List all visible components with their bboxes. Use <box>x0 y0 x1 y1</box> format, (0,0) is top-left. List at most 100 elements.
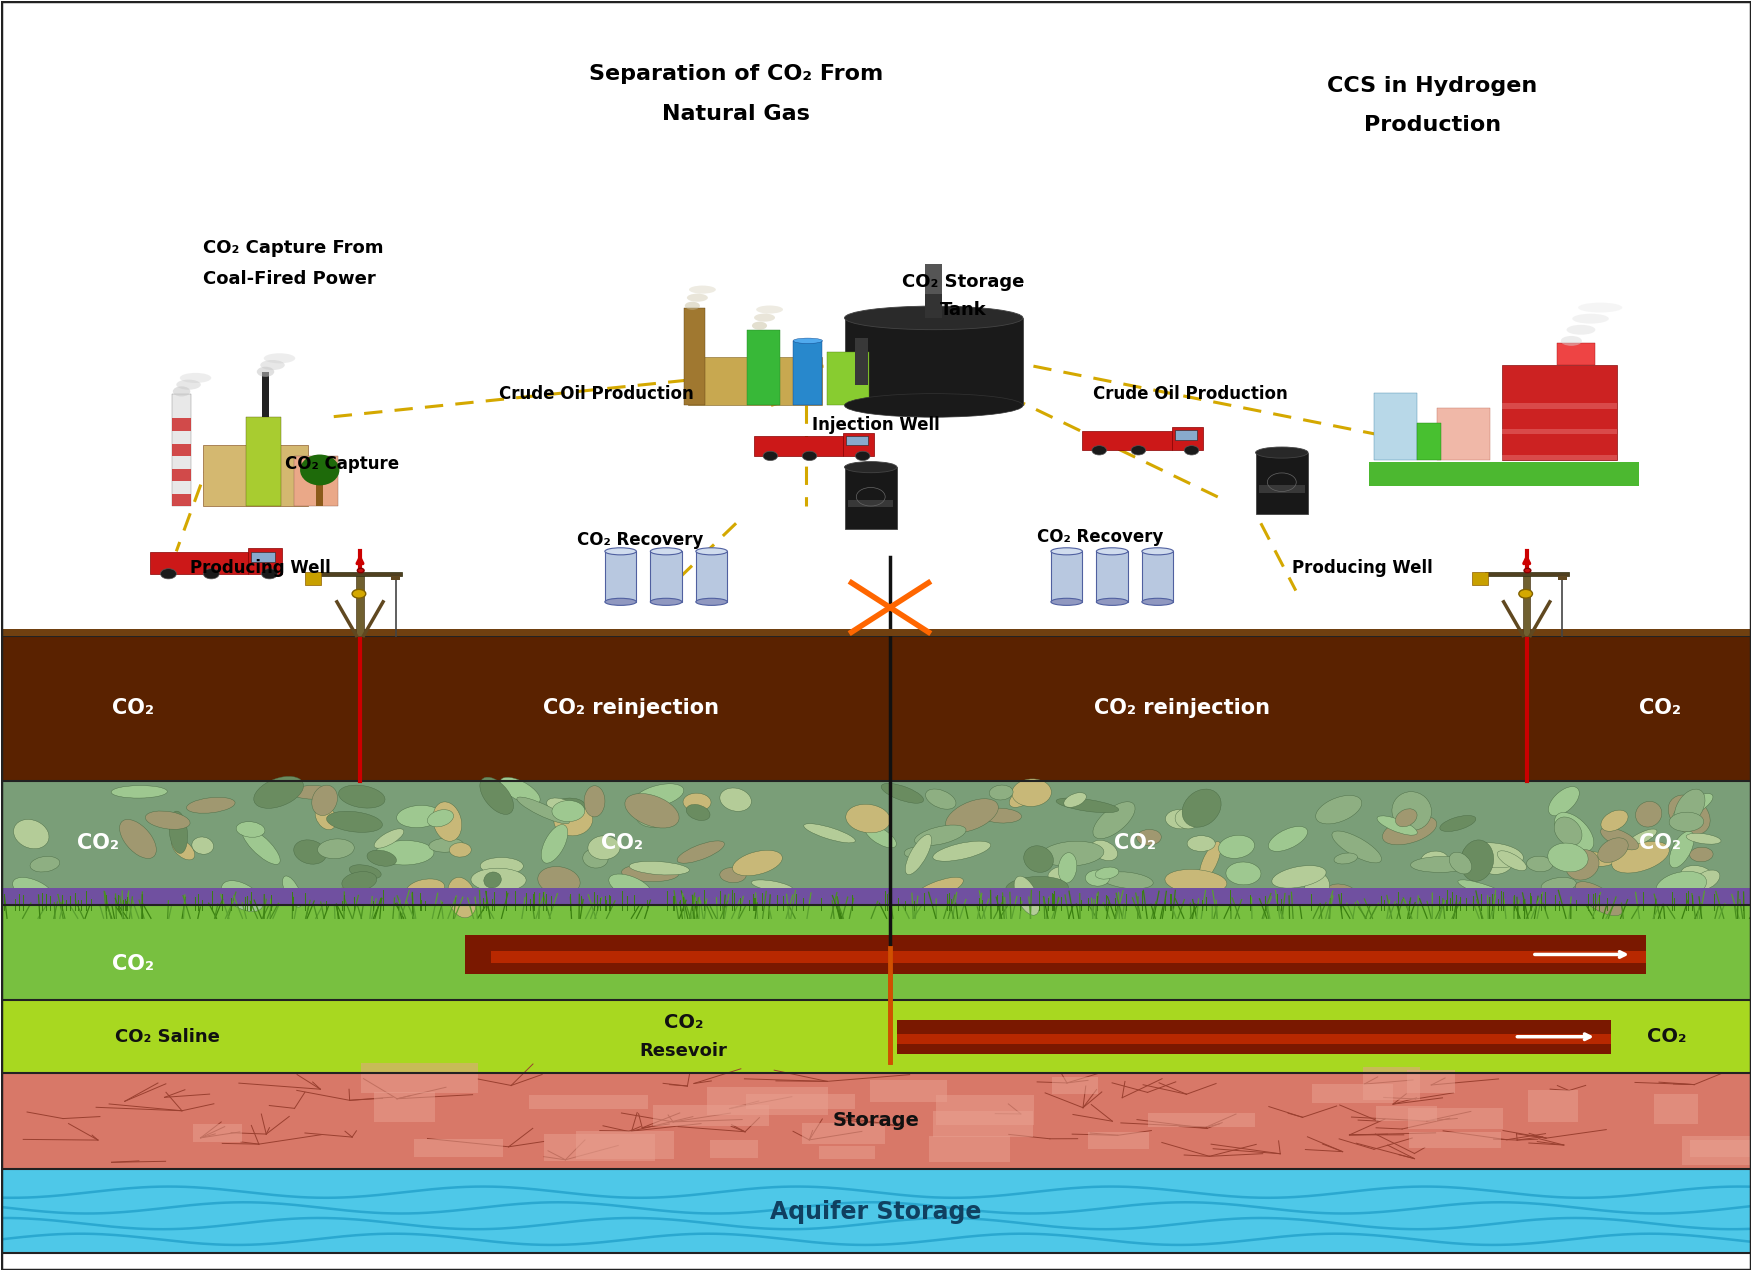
Text: CO₂ Recovery: CO₂ Recovery <box>576 531 703 549</box>
Bar <box>1501 455 1617 460</box>
Bar <box>925 264 943 295</box>
Bar <box>746 330 780 405</box>
Text: CO₂: CO₂ <box>1638 833 1680 853</box>
Ellipse shape <box>352 590 366 599</box>
Ellipse shape <box>254 777 303 808</box>
Ellipse shape <box>650 599 682 605</box>
Ellipse shape <box>1056 798 1120 812</box>
Bar <box>2 782 1750 905</box>
Bar <box>1654 1094 1698 1124</box>
Ellipse shape <box>186 797 235 813</box>
Bar <box>576 1131 675 1159</box>
Ellipse shape <box>844 461 897 473</box>
Ellipse shape <box>447 877 477 918</box>
Ellipse shape <box>261 568 277 578</box>
Bar <box>843 432 874 456</box>
Bar <box>1363 1066 1421 1099</box>
Ellipse shape <box>1391 792 1431 830</box>
Ellipse shape <box>1097 548 1128 555</box>
Ellipse shape <box>317 839 354 859</box>
Bar <box>2 636 1750 782</box>
Bar <box>1051 1077 1099 1094</box>
Bar <box>2 905 1750 1000</box>
Bar <box>305 572 321 585</box>
Ellipse shape <box>1058 853 1077 883</box>
Ellipse shape <box>1009 780 1042 807</box>
Bar <box>1472 572 1487 585</box>
Ellipse shape <box>1063 793 1086 807</box>
Ellipse shape <box>1326 885 1356 900</box>
Bar <box>802 1124 885 1144</box>
Ellipse shape <box>1601 827 1638 850</box>
Ellipse shape <box>1566 849 1600 880</box>
Text: Aquifer Storage: Aquifer Storage <box>771 1200 981 1224</box>
Ellipse shape <box>1142 548 1174 555</box>
Text: CO₂: CO₂ <box>1638 699 1680 718</box>
Ellipse shape <box>173 386 191 397</box>
Ellipse shape <box>375 840 434 866</box>
Ellipse shape <box>282 876 301 907</box>
Bar <box>1172 427 1204 450</box>
Ellipse shape <box>1041 841 1104 867</box>
Ellipse shape <box>30 857 60 872</box>
Ellipse shape <box>622 864 680 882</box>
Bar <box>1407 1070 1456 1093</box>
Bar <box>710 1140 759 1158</box>
Ellipse shape <box>1677 801 1703 816</box>
Bar <box>1528 1089 1577 1122</box>
Bar <box>361 1063 478 1093</box>
Ellipse shape <box>689 286 717 294</box>
Ellipse shape <box>1332 831 1382 863</box>
Text: CO₂: CO₂ <box>1114 833 1156 853</box>
Bar <box>1260 486 1305 493</box>
Ellipse shape <box>1463 843 1522 868</box>
Bar <box>696 552 727 602</box>
Ellipse shape <box>499 778 540 805</box>
Bar <box>356 574 364 636</box>
Text: CO₂ reinjection: CO₂ reinjection <box>1093 699 1270 718</box>
Bar <box>247 417 282 506</box>
Ellipse shape <box>265 353 296 364</box>
Bar <box>871 1079 946 1102</box>
Bar <box>934 1111 1034 1138</box>
Ellipse shape <box>1554 817 1582 845</box>
Ellipse shape <box>375 829 405 848</box>
Bar <box>1501 365 1617 460</box>
Ellipse shape <box>604 599 636 605</box>
Bar <box>820 1145 874 1159</box>
Ellipse shape <box>696 548 727 555</box>
Ellipse shape <box>1023 845 1053 872</box>
Ellipse shape <box>1051 548 1083 555</box>
Bar <box>855 338 867 385</box>
Ellipse shape <box>753 314 774 322</box>
Ellipse shape <box>1670 812 1703 831</box>
Bar <box>1370 461 1638 487</box>
Ellipse shape <box>1575 852 1614 867</box>
Ellipse shape <box>844 394 1023 417</box>
Bar <box>1558 343 1596 365</box>
Ellipse shape <box>193 838 214 854</box>
Text: CO₂: CO₂ <box>112 955 154 974</box>
Ellipse shape <box>1176 808 1200 829</box>
Ellipse shape <box>1316 796 1361 824</box>
Bar <box>203 445 308 506</box>
Ellipse shape <box>1692 871 1720 890</box>
Ellipse shape <box>366 850 396 867</box>
Ellipse shape <box>1272 866 1326 888</box>
Ellipse shape <box>1566 325 1596 334</box>
Ellipse shape <box>589 836 620 859</box>
Text: Crude Oil Production: Crude Oil Production <box>1093 385 1288 403</box>
Bar <box>929 1135 1011 1162</box>
Ellipse shape <box>1013 887 1060 901</box>
Text: CO₂: CO₂ <box>77 833 119 853</box>
Ellipse shape <box>554 803 592 836</box>
Bar <box>1375 1106 1437 1121</box>
Text: Production: Production <box>1363 114 1501 135</box>
Bar <box>172 469 191 482</box>
Bar <box>897 1019 1610 1054</box>
Ellipse shape <box>629 862 689 874</box>
Bar <box>746 1094 855 1110</box>
Bar <box>375 1092 434 1122</box>
Bar <box>1682 1136 1752 1164</box>
Ellipse shape <box>261 360 286 370</box>
